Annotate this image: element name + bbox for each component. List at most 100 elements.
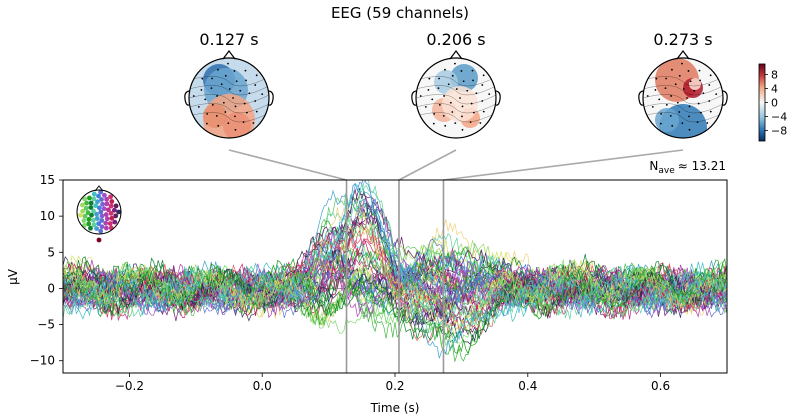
sensor-dot [481,84,484,86]
sensor-dot [201,77,204,80]
sensor-dot [447,83,450,86]
inset-sensor-dot [90,217,96,223]
sensor-dot [670,95,673,97]
inset-sensor-dot [85,210,91,216]
sensor-dot [224,74,227,77]
inset-sensor-dot [95,199,100,205]
colorbar-tick-label: 0 [771,97,778,110]
inset-sensor-dot [104,225,109,231]
topomap-contour [416,94,496,105]
topomap-time-label: 0.273 s [653,30,712,49]
channel-trace [63,257,727,355]
sensor-dot [709,74,712,77]
sensor-dot [246,111,248,114]
sensor-dot [449,101,452,104]
x-tick-label: 0.0 [253,379,272,393]
sensor-dot [687,70,690,72]
sensor-dot [255,110,258,113]
inset-sensor-dot [91,208,96,214]
channel-trace [63,189,727,359]
sensor-dot [234,105,237,108]
topomap-connector-lines [228,149,684,181]
channel-trace [63,183,727,343]
sensor-dot [235,80,238,83]
inset-sensor-dot [107,221,113,226]
sensor-dot [232,97,234,99]
inset-sensor-dot [103,212,109,217]
inset-sensor-dot [96,193,101,199]
channel-trace [63,180,727,333]
butterfly-plot: −0.2 0.0 0.2 0.4 0.6 15 10 5 0 −5 −10 [30,173,728,393]
sensor-dot [688,115,690,118]
sensor-dot [681,122,684,125]
channel-trace [63,240,727,345]
sensor-dot [715,93,718,96]
sensor-dot [466,89,469,92]
sensor-dot [681,62,683,65]
sensor-dot [659,122,662,125]
sensor-dot [197,105,200,108]
inset-sensor-dot [104,196,110,202]
sensor-dot [665,77,668,80]
inset-sensor-dot [104,216,110,222]
right-ear [268,90,274,106]
sensor-dot [255,74,258,77]
inset-sensor-dot [86,221,92,227]
sensor-dot [697,102,700,105]
colorbar: 840−4−8 [758,63,787,142]
x-tick-label: −0.2 [115,379,144,393]
topomap-contour [643,103,723,114]
sensor-dot [211,103,214,106]
sensor-dot [220,83,223,86]
sensor-dot [205,122,208,125]
inset-sensor-dot [86,195,92,201]
nose [222,50,236,60]
inset-sensor-dot [80,208,86,214]
sensor-dot [481,100,484,102]
y-axis-ticks: 15 10 5 0 −5 −10 [30,173,63,368]
inset-sensor-dot [108,203,114,209]
sensor-dot [228,88,231,90]
topomap-field-region [689,78,701,90]
inset-sensor-dot [82,196,88,202]
sensor-dot [678,111,681,113]
channel-trace [63,260,727,342]
channel-trace [63,228,727,344]
topomap-contour [643,112,723,123]
topomap-contour [189,85,269,96]
sensor-dot [482,74,485,77]
inset-sensor-dot [111,207,117,213]
inset-sensor-dot [88,225,93,231]
sensor-dot [479,122,482,124]
inset-sensor-dot [94,226,100,232]
sensor-dot [488,93,491,96]
sensor-dot [428,77,431,80]
sensor-dot [224,111,227,113]
topomap-contour [416,103,496,114]
colorbar-tick-label: −8 [771,125,787,138]
inset-sensor-dot [103,220,109,226]
inset-sensor-dot [106,207,111,213]
colorbar-tick-label: 8 [771,69,778,82]
sensor-dot [217,68,219,71]
sensor-dot [227,122,230,125]
channel-trace [63,202,727,318]
sensor-dot [222,101,225,104]
topomap-field-region [442,86,478,122]
nose [676,50,690,60]
sensor-dot [651,105,654,108]
sensor-dot [460,70,463,72]
sensor-dot [200,89,203,91]
sensor-dot [216,95,219,97]
inset-sensor-dot [88,200,94,206]
sensor-dot [242,121,245,124]
sensor-dot [244,69,247,72]
topomap: 0.206 s [411,30,501,139]
sensor-layout-inset [76,185,122,243]
sensor-dot [444,124,447,127]
inset-sensor-dot [82,213,88,219]
right-ear [495,90,501,106]
inset-sensor-dot [112,219,118,225]
topomap-contour [416,76,496,87]
channel-traces [63,180,727,362]
